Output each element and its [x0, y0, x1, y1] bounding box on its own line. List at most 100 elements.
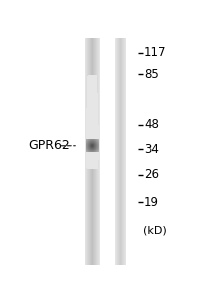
Bar: [86, 94, 97, 95]
Bar: [86, 100, 97, 101]
Bar: [94, 151, 95, 152]
Bar: [85, 131, 98, 132]
Bar: [87, 78, 97, 79]
Bar: [94, 145, 95, 146]
Bar: [86, 115, 98, 116]
Bar: [91, 140, 92, 141]
Bar: [87, 149, 88, 150]
Bar: [86, 160, 98, 161]
Bar: [90, 143, 91, 144]
Bar: [86, 108, 98, 109]
Bar: [92, 151, 93, 152]
Bar: [95, 151, 96, 152]
Bar: [97, 145, 98, 146]
Bar: [86, 143, 87, 144]
Bar: [85, 146, 86, 147]
Bar: [94, 146, 95, 147]
Bar: [86, 167, 98, 168]
Bar: [96, 145, 97, 146]
Bar: [97, 142, 98, 143]
Bar: [93, 147, 94, 148]
Bar: [89, 147, 90, 148]
Bar: [85, 153, 98, 154]
Bar: [86, 103, 97, 104]
Bar: [95, 149, 96, 150]
Bar: [94, 140, 95, 141]
Bar: [90, 149, 91, 150]
Bar: [94, 144, 95, 145]
Bar: [85, 125, 98, 126]
Bar: [91, 151, 92, 152]
Bar: [117, 38, 118, 265]
Bar: [95, 150, 96, 151]
Bar: [90, 144, 91, 145]
Bar: [89, 151, 90, 152]
Bar: [95, 38, 96, 265]
Bar: [97, 38, 98, 265]
Bar: [86, 110, 98, 111]
Bar: [87, 142, 88, 143]
Bar: [88, 148, 89, 149]
Bar: [97, 148, 98, 149]
Bar: [87, 75, 97, 76]
Bar: [86, 107, 98, 108]
Bar: [86, 161, 98, 162]
Bar: [86, 118, 98, 119]
Bar: [91, 144, 92, 145]
Bar: [97, 146, 98, 147]
Bar: [87, 144, 88, 145]
Bar: [86, 123, 98, 124]
Bar: [86, 166, 98, 167]
Bar: [86, 161, 98, 162]
Bar: [86, 150, 87, 151]
Bar: [91, 148, 92, 149]
Bar: [94, 147, 95, 148]
Bar: [91, 141, 92, 142]
Bar: [85, 147, 86, 148]
Bar: [86, 97, 97, 98]
Bar: [89, 141, 90, 142]
Bar: [86, 146, 87, 147]
Bar: [86, 38, 87, 265]
Bar: [85, 135, 98, 136]
Bar: [89, 145, 90, 146]
Bar: [95, 142, 96, 143]
Bar: [119, 38, 120, 265]
Bar: [85, 153, 98, 154]
Bar: [85, 137, 98, 138]
Text: 19: 19: [143, 196, 158, 209]
Bar: [91, 142, 92, 143]
Bar: [86, 151, 87, 152]
Bar: [92, 140, 93, 141]
Bar: [97, 150, 98, 151]
Bar: [85, 134, 98, 135]
Bar: [95, 143, 96, 144]
Bar: [125, 38, 126, 265]
Bar: [86, 112, 98, 113]
Bar: [95, 140, 96, 141]
Bar: [85, 138, 98, 140]
Bar: [86, 120, 98, 121]
Bar: [86, 124, 98, 125]
Bar: [96, 151, 97, 152]
Bar: [88, 140, 89, 141]
Bar: [86, 165, 98, 166]
Bar: [85, 140, 86, 141]
Bar: [85, 156, 98, 158]
Bar: [89, 150, 90, 151]
Bar: [89, 148, 90, 149]
Bar: [92, 146, 93, 147]
Bar: [93, 151, 94, 152]
Bar: [86, 144, 87, 145]
Bar: [94, 143, 95, 144]
Bar: [86, 113, 98, 115]
Bar: [90, 142, 91, 143]
Bar: [86, 105, 97, 106]
Bar: [86, 95, 97, 96]
Bar: [86, 106, 97, 107]
Bar: [95, 146, 96, 147]
Bar: [93, 140, 94, 141]
Bar: [89, 142, 90, 143]
Bar: [85, 148, 86, 149]
Bar: [97, 147, 98, 148]
